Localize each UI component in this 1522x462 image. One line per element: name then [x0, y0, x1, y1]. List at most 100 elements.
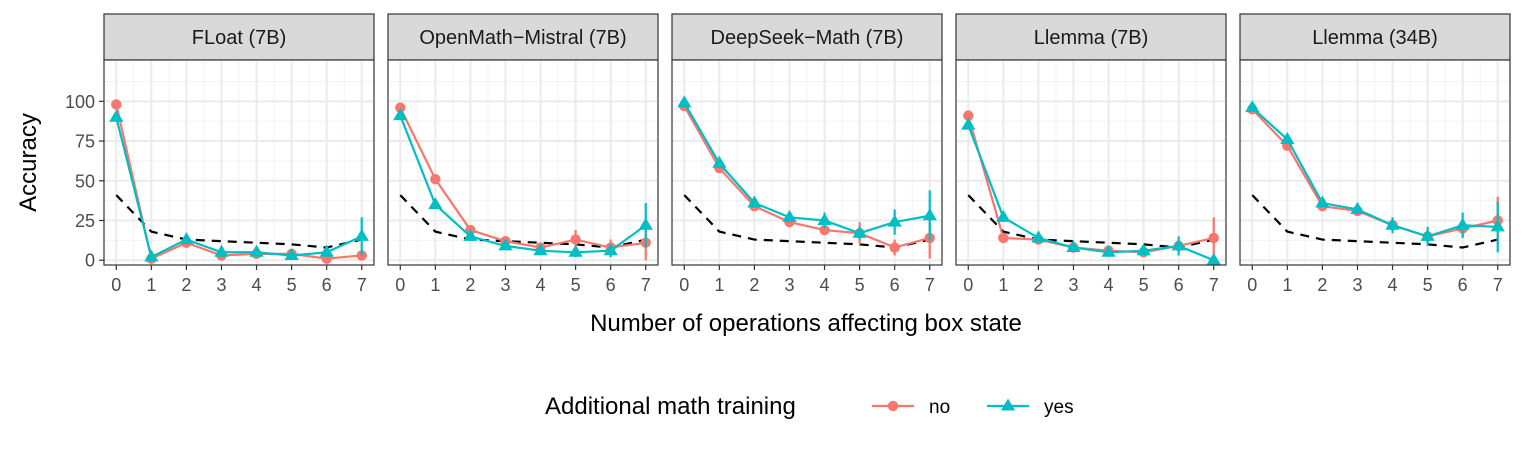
x-tick-label: 2	[1317, 275, 1327, 295]
x-tick-label: 4	[820, 275, 830, 295]
data-point	[1315, 195, 1330, 208]
data-point	[1420, 228, 1435, 241]
y-tick-label: 0	[85, 251, 95, 271]
x-tick-label: 7	[357, 275, 367, 295]
x-tick-label: 5	[287, 275, 297, 295]
x-tick-label: 6	[1458, 275, 1468, 295]
series-yes	[1245, 100, 1505, 253]
x-axis-title: Number of operations affecting box state	[590, 310, 1022, 337]
x-tick-label: 7	[641, 275, 651, 295]
panel-border	[1239, 59, 1511, 266]
x-tick-label: 2	[1033, 275, 1043, 295]
facet-panel-1: OpenMath−Mistral (7B) 0 1 2 3 4 5 6 7	[387, 13, 659, 295]
data-point	[144, 249, 159, 262]
data-point	[354, 228, 369, 241]
data-point	[1136, 243, 1151, 256]
legend-item-no: no	[872, 397, 950, 418]
facet-strip	[671, 13, 943, 61]
data-point	[677, 95, 692, 108]
legend-title: Additional math training	[545, 393, 796, 420]
panel-border	[387, 59, 659, 266]
x-tick-label: 0	[1247, 275, 1257, 295]
x-tick-label: 1	[1282, 275, 1292, 295]
data-point	[1280, 131, 1295, 144]
data-point	[889, 242, 900, 253]
data-point	[1208, 232, 1219, 244]
facet-title: DeepSeek−Math (7B)	[711, 27, 904, 49]
panel-border	[671, 59, 943, 266]
x-tick-label: 3	[1068, 275, 1078, 295]
data-point	[430, 173, 441, 185]
data-point	[712, 155, 727, 168]
legend-label: yes	[1044, 397, 1074, 418]
data-point	[395, 102, 406, 113]
x-tick-label: 5	[1139, 275, 1149, 295]
data-point	[998, 232, 1009, 244]
data-point	[852, 225, 867, 238]
x-tick-label: 7	[925, 275, 935, 295]
y-tick-label: 25	[75, 211, 95, 231]
facet-panel-4: Llemma (34B) 0 1 2 3 4 5 6 7	[1239, 13, 1511, 295]
data-point	[1455, 217, 1470, 230]
data-point	[1245, 100, 1260, 113]
data-point	[249, 244, 264, 257]
x-tick-label: 0	[111, 275, 121, 295]
x-tick-label: 1	[998, 275, 1008, 295]
series-line	[115, 104, 362, 261]
data-point	[638, 217, 653, 230]
data-point	[1171, 238, 1186, 251]
data-point	[568, 244, 583, 257]
facet-title: Llemma (34B)	[1312, 27, 1438, 49]
x-tick-label: 3	[784, 275, 794, 295]
legend: Additional math training no yes	[545, 393, 1074, 420]
legend-key-marker	[1000, 398, 1016, 411]
x-tick-label: 2	[181, 275, 191, 295]
x-tick-label: 2	[465, 275, 475, 295]
x-tick-label: 3	[216, 275, 226, 295]
x-tick-label: 4	[252, 275, 262, 295]
data-point	[1101, 244, 1116, 257]
series-line	[683, 102, 930, 235]
x-tick-label: 4	[1104, 275, 1114, 295]
data-point	[1031, 230, 1046, 243]
facet-title: OpenMath−Mistral (7B)	[419, 27, 626, 49]
y-tick-label: 75	[75, 132, 95, 152]
series-line	[399, 115, 647, 254]
x-tick-label: 4	[536, 275, 546, 295]
x-tick-label: 0	[963, 275, 973, 295]
facet-panel-2: DeepSeek−Math (7B) 0 1 2 3 4 5 6 7	[671, 13, 943, 295]
legend-item-yes: yes	[987, 397, 1074, 418]
data-point	[463, 228, 478, 241]
legend-label: no	[929, 397, 950, 418]
data-point	[284, 247, 299, 260]
facet-strip	[955, 13, 1227, 61]
series-yes	[961, 117, 1221, 265]
x-tick-label: 2	[749, 275, 759, 295]
facet-title: FLoat (7B)	[192, 27, 286, 49]
x-tick-label: 1	[146, 275, 156, 295]
y-axis-title: Accuracy	[15, 113, 42, 212]
data-point	[319, 244, 334, 257]
panel-border	[955, 59, 1227, 266]
data-point	[603, 243, 618, 256]
series-line	[115, 116, 363, 259]
legend-key-marker	[887, 400, 899, 412]
data-point	[887, 214, 902, 227]
baseline-dashed-line	[967, 194, 1214, 249]
series-yes	[677, 95, 937, 242]
data-point	[1385, 217, 1400, 230]
facet-strip	[387, 13, 659, 61]
series-line	[399, 107, 646, 249]
data-point	[1490, 219, 1505, 232]
facet-panel-0: FLoat (7B) 0 1 2 3 4 5 6 7 0 25 50 75 100	[65, 13, 375, 295]
series-yes	[109, 109, 369, 262]
data-point	[179, 232, 194, 245]
x-tick-label: 5	[1423, 275, 1433, 295]
x-tick-label: 5	[855, 275, 865, 295]
data-point	[963, 110, 974, 121]
facet-title: Llemma (7B)	[1034, 27, 1148, 49]
series-line	[683, 105, 931, 249]
y-tick-label: 100	[65, 92, 95, 112]
